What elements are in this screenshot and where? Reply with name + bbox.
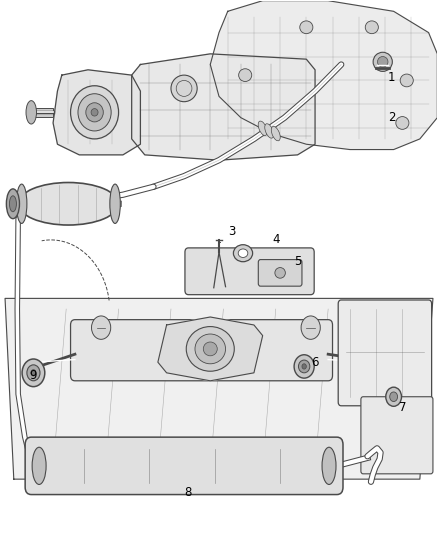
Ellipse shape — [27, 365, 40, 381]
Text: 5: 5 — [294, 255, 301, 268]
FancyBboxPatch shape — [338, 300, 431, 406]
Polygon shape — [132, 54, 315, 160]
Ellipse shape — [300, 21, 313, 34]
FancyBboxPatch shape — [185, 248, 314, 295]
FancyBboxPatch shape — [361, 397, 433, 474]
Ellipse shape — [275, 268, 286, 278]
Polygon shape — [5, 298, 433, 479]
Ellipse shape — [7, 189, 19, 219]
Ellipse shape — [18, 182, 119, 225]
Bar — [33, 108, 53, 117]
Polygon shape — [158, 317, 263, 381]
Ellipse shape — [365, 21, 378, 34]
FancyBboxPatch shape — [71, 320, 332, 381]
Ellipse shape — [110, 184, 120, 223]
Ellipse shape — [298, 360, 310, 373]
Ellipse shape — [301, 316, 320, 340]
Text: 4: 4 — [272, 233, 279, 246]
Ellipse shape — [400, 74, 413, 87]
Ellipse shape — [265, 124, 274, 138]
Ellipse shape — [239, 69, 252, 82]
Ellipse shape — [233, 245, 253, 262]
Ellipse shape — [378, 56, 388, 67]
Ellipse shape — [294, 355, 314, 378]
Ellipse shape — [390, 392, 398, 401]
Ellipse shape — [302, 364, 306, 369]
Text: 1: 1 — [388, 71, 395, 84]
Ellipse shape — [258, 121, 267, 135]
Ellipse shape — [16, 184, 27, 223]
Ellipse shape — [91, 109, 98, 116]
Text: 9: 9 — [30, 369, 37, 382]
Ellipse shape — [32, 447, 46, 484]
Polygon shape — [210, 1, 437, 150]
Text: 2: 2 — [388, 111, 395, 124]
Ellipse shape — [92, 316, 111, 340]
Polygon shape — [53, 70, 141, 155]
Ellipse shape — [386, 387, 402, 406]
Text: 6: 6 — [311, 356, 319, 369]
Ellipse shape — [203, 342, 217, 356]
FancyBboxPatch shape — [25, 437, 343, 495]
Ellipse shape — [26, 101, 36, 124]
Ellipse shape — [238, 249, 248, 257]
Ellipse shape — [78, 94, 111, 131]
Ellipse shape — [186, 327, 234, 371]
Ellipse shape — [22, 359, 45, 386]
Ellipse shape — [171, 75, 197, 102]
Text: 3: 3 — [228, 225, 236, 238]
Text: 7: 7 — [399, 401, 406, 414]
FancyBboxPatch shape — [258, 260, 302, 286]
Ellipse shape — [71, 86, 119, 139]
Text: 8: 8 — [185, 486, 192, 499]
Ellipse shape — [322, 447, 336, 484]
Ellipse shape — [396, 117, 409, 130]
Ellipse shape — [195, 334, 226, 364]
Ellipse shape — [86, 103, 103, 122]
Ellipse shape — [271, 126, 280, 141]
Ellipse shape — [10, 196, 16, 212]
Ellipse shape — [31, 369, 36, 376]
Ellipse shape — [373, 52, 392, 71]
